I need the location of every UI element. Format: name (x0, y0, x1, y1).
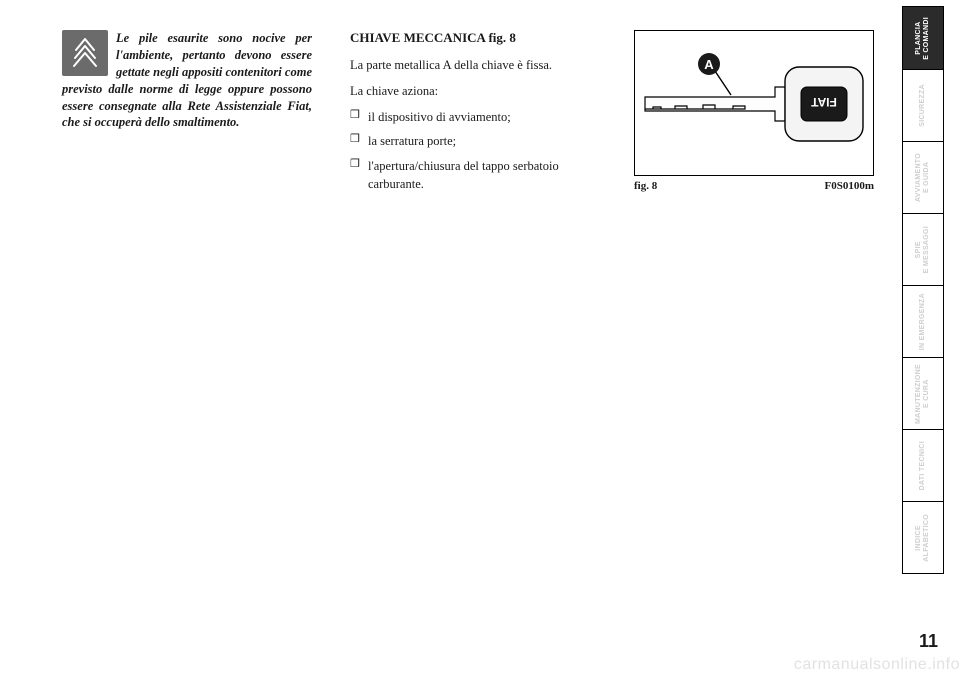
key-brand-text: FIAT (810, 95, 836, 109)
side-tab-5[interactable]: MANUTENZIONE E CURA (902, 358, 944, 430)
figure-label-right: F0S0100m (825, 180, 875, 192)
figure-frame: FIAT A (634, 30, 874, 176)
side-tab-label: MANUTENZIONE E CURA (915, 364, 931, 424)
side-tab-4[interactable]: IN EMERGENZA (902, 286, 944, 358)
side-tab-label: INDICE ALFABETICO (915, 514, 931, 562)
side-tab-label: AVVIAMENTO E GUIDA (915, 153, 931, 202)
section-title: CHIAVE MECCANICA fig. 8 (350, 30, 610, 46)
eco-note-block: Le pile esaurite sono nocive per l'ambie… (62, 30, 312, 131)
side-tab-6[interactable]: DATI TECNICI (902, 430, 944, 502)
list-item: l'apertura/chiusura del tappo serbatoio … (350, 157, 610, 193)
list-item: la serratura porte; (350, 132, 610, 150)
list-item: il dispositivo di avviamento; (350, 108, 610, 126)
side-tab-label: SICUREZZA (919, 84, 927, 127)
figure-callout: A (704, 57, 714, 72)
side-tab-2[interactable]: AVVIAMENTO E GUIDA (902, 142, 944, 214)
side-tab-3[interactable]: SPIE E MESSAGGI (902, 214, 944, 286)
key-illustration: FIAT A (635, 31, 874, 176)
section-block: CHIAVE MECCANICA fig. 8 La parte metalli… (350, 30, 610, 199)
side-tab-label: IN EMERGENZA (919, 293, 927, 350)
watermark-text: carmanualsonline.info (794, 656, 960, 674)
manual-page: Le pile esaurite sono nocive per l'ambie… (0, 0, 960, 676)
section-para1: La parte metallica A della chiave è fiss… (350, 56, 610, 74)
side-tab-1[interactable]: SICUREZZA (902, 70, 944, 142)
side-tab-label: SPIE E MESSAGGI (915, 226, 931, 273)
page-number: 11 (919, 631, 938, 652)
eco-tree-icon (62, 30, 108, 76)
figure-label-left: fig. 8 (634, 180, 657, 192)
figure-block: FIAT A fig. 8 F0S0100m (634, 30, 874, 192)
side-tab-label: PLANCIA E COMANDI (915, 17, 931, 60)
figure-caption: fig. 8 F0S0100m (634, 180, 874, 192)
side-tabs: PLANCIA E COMANDI SICUREZZA AVVIAMENTO E G… (902, 6, 944, 574)
side-tab-0[interactable]: PLANCIA E COMANDI (902, 6, 944, 70)
side-tab-7[interactable]: INDICE ALFABETICO (902, 502, 944, 574)
section-para2: La chiave aziona: (350, 82, 610, 100)
section-list: il dispositivo di avviamento; la serratu… (350, 108, 610, 193)
side-tab-label: DATI TECNICI (919, 441, 927, 490)
